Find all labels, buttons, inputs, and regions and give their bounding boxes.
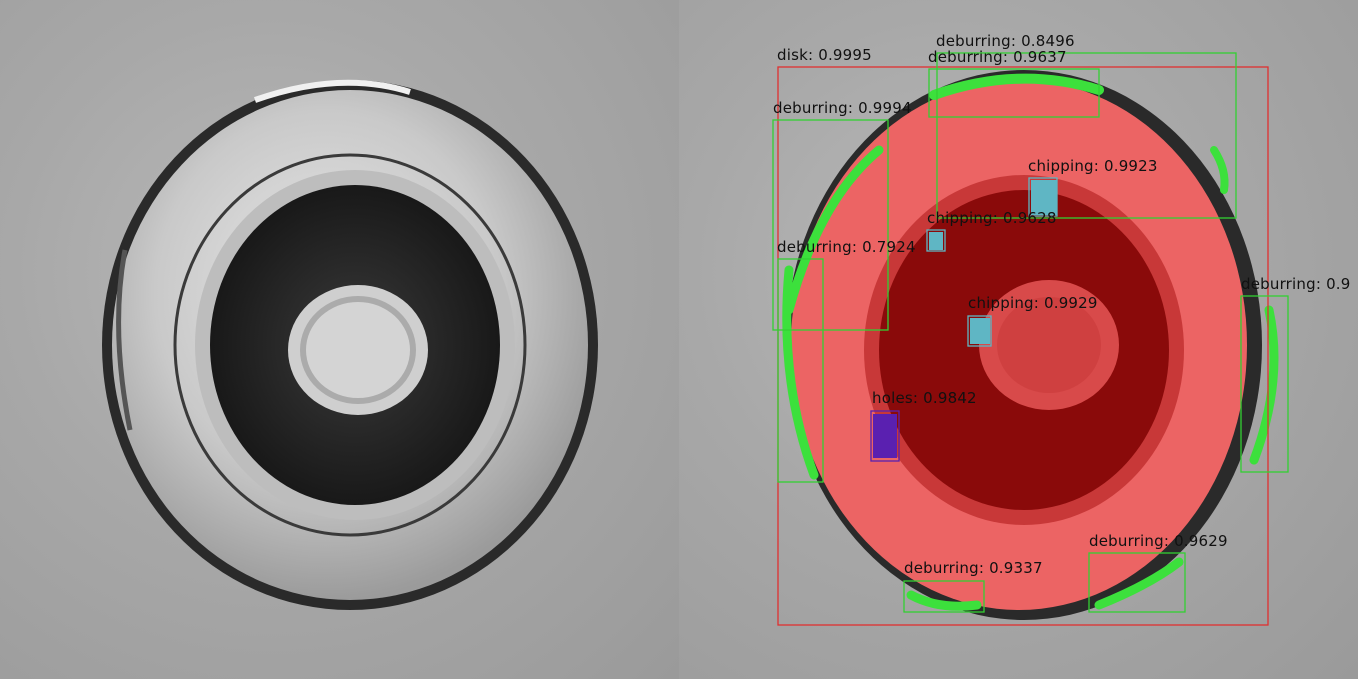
bbox-deburring-left-upper <box>772 119 889 331</box>
bbox-chipping-center <box>967 315 992 347</box>
burr-left <box>116 249 133 431</box>
label-deburring-left-lower: deburring: 0.7924 <box>777 238 916 256</box>
bbox-chipping-left <box>926 229 946 252</box>
burr-mask-right <box>1249 305 1279 465</box>
label-disk: disk: 0.9995 <box>777 46 872 64</box>
chipping-mask-top <box>1031 180 1057 215</box>
disk-groove-outer <box>173 153 527 537</box>
bbox-holes <box>870 410 900 462</box>
bbox-deburring-top-a <box>936 52 1237 219</box>
burr-mask-bottom-right <box>1094 557 1184 610</box>
label-deburring-top-a: deburring: 0.8496 <box>936 32 1075 50</box>
burr-top <box>254 79 411 103</box>
bbox-deburring-top-b <box>928 68 1100 118</box>
burr-mask-bottom <box>906 590 982 611</box>
holes-mask <box>873 414 897 458</box>
bbox-deburring-bottom-right <box>1088 552 1186 613</box>
burr-mask-top-right <box>1210 146 1229 194</box>
burr-mask-left-lower <box>782 265 819 480</box>
label-deburring-top-b: deburring: 0.9637 <box>928 48 1067 66</box>
bbox-deburring-right <box>1240 295 1289 473</box>
chipping-mask-center <box>970 318 990 344</box>
label-chipping-center: chipping: 0.9929 <box>968 294 1098 312</box>
label-chipping-top: chipping: 0.9923 <box>1028 157 1158 175</box>
disk-mask-hub-hole <box>997 297 1101 393</box>
label-chipping-left: chipping: 0.9628 <box>927 209 1057 227</box>
original-image-panel <box>0 0 679 679</box>
detection-result-panel: disk: 0.9995 deburring: 0.8496 deburring… <box>679 0 1358 679</box>
hub-hole <box>306 302 410 398</box>
label-holes: holes: 0.9842 <box>872 389 977 407</box>
burr-mask-left-upper <box>784 145 884 315</box>
burr-mask-top <box>929 73 1104 100</box>
detection-overlay <box>772 52 1289 626</box>
bbox-deburring-left-lower <box>777 258 824 483</box>
bbox-chipping-top <box>1028 177 1058 217</box>
label-deburring-right: deburring: 0.9 <box>1241 275 1351 293</box>
chipping-mask-left <box>929 232 943 250</box>
label-deburring-bottom-right: deburring: 0.9629 <box>1089 532 1228 550</box>
label-deburring-left-upper: deburring: 0.9994 <box>773 99 912 117</box>
bbox-deburring-bottom <box>903 580 985 613</box>
disk-photo <box>102 79 598 610</box>
label-deburring-bottom: deburring: 0.9337 <box>904 559 1043 577</box>
